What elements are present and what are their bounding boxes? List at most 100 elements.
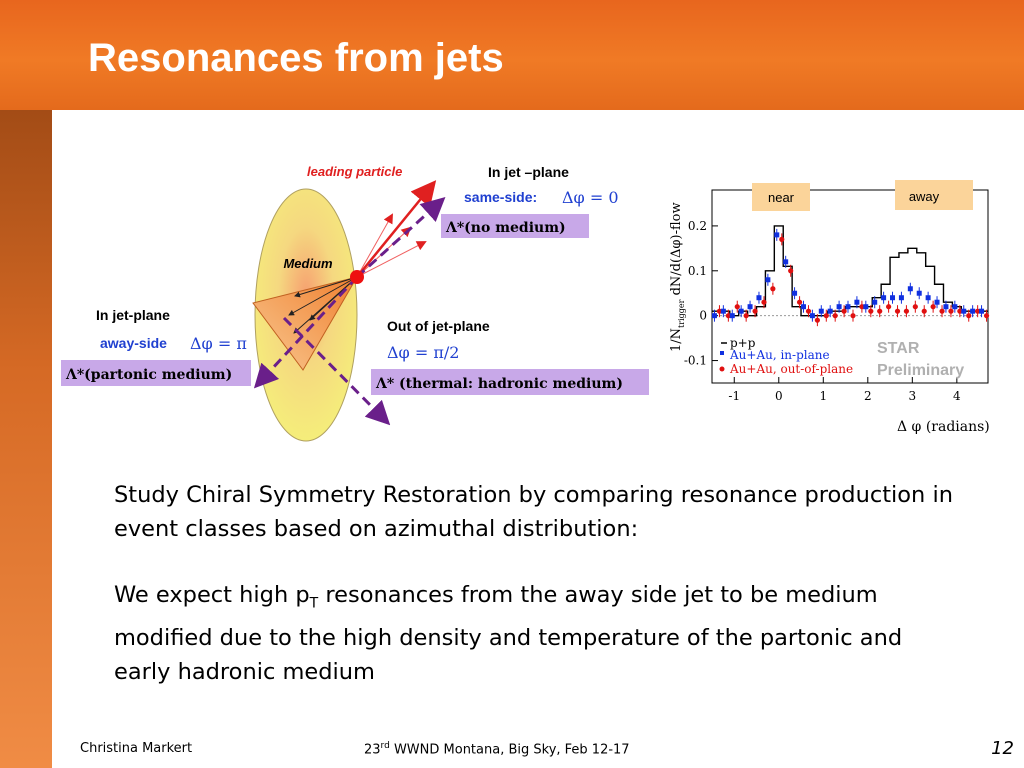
- lambda-thermal-label: Λ* (thermal: hadronic medium): [375, 376, 623, 392]
- paragraph-away-side-suffix: resonances from the away side jet to be …: [114, 582, 903, 685]
- legend: p+p Au+Au, in-plane Au+Au, out-of-plane: [719, 336, 853, 376]
- star-label: STAR: [877, 340, 920, 357]
- in-plane-point: [729, 313, 735, 319]
- in-plane-point: [774, 232, 780, 238]
- x-tick-label: 4: [953, 389, 961, 403]
- lambda-no-medium-label: Λ*(no medium): [445, 220, 566, 236]
- in-plane-point: [961, 308, 967, 314]
- medium-label: Medium: [283, 256, 333, 271]
- dphi-pi-label: Δφ = π: [190, 334, 247, 353]
- dphi-zero-label: Δφ = 0: [562, 188, 619, 207]
- data-markers: [711, 228, 990, 327]
- x-tick-label: 0: [775, 389, 783, 403]
- lambda-partonic-box: [61, 360, 251, 386]
- dphi-pi2-label: Δφ = π/2: [387, 343, 459, 362]
- in-plane-point: [720, 308, 726, 314]
- out-plane-point: [948, 308, 954, 314]
- out-plane-point: [770, 286, 776, 292]
- left-sidebar-bar: [0, 110, 52, 768]
- out-plane-point: [805, 308, 812, 314]
- out-plane-point: [779, 236, 785, 242]
- in-plane-point: [738, 308, 744, 314]
- in-plane-point: [792, 290, 798, 296]
- out-plane-point: [752, 308, 758, 314]
- x-tick-label: 2: [864, 389, 872, 403]
- in-plane-point: [863, 304, 869, 310]
- paragraph-chiral-symmetry: Study Chiral Symmetry Restoration by com…: [114, 482, 953, 542]
- slide-title: Resonances from jets: [88, 36, 504, 80]
- out-plane-point: [957, 308, 963, 314]
- y-axis-label-main: 1/N: [669, 328, 684, 352]
- in-plane-point: [943, 304, 949, 310]
- x-tick-label: -1: [728, 389, 740, 403]
- out-plane-point: [983, 313, 990, 319]
- in-plane-point: [783, 259, 789, 265]
- in-plane-point: [979, 308, 985, 314]
- lambda-partonic-label: Λ*(partonic medium): [65, 367, 232, 383]
- same-side-label: same-side:: [464, 189, 537, 205]
- out-plane-point: [868, 308, 874, 314]
- out-plane-point: [850, 313, 856, 319]
- legend-pp-label: p+p: [730, 336, 756, 350]
- y-tick-label: -0.1: [684, 354, 707, 368]
- out-plane-point: [725, 313, 731, 319]
- in-plane-point: [898, 295, 904, 301]
- out-plane-point: [743, 313, 749, 319]
- in-plane-point: [711, 313, 717, 319]
- paragraph-away-side-prefix: We expect high p: [114, 582, 310, 608]
- out-plane-point: [966, 313, 972, 319]
- paragraph-away-side: We expect high pT resonances from the aw…: [114, 578, 954, 689]
- out-plane-point: [859, 304, 865, 310]
- out-plane-point: [823, 313, 829, 319]
- legend-in-plane-label: Au+Au, in-plane: [729, 348, 830, 362]
- out-of-plane-dashed-arrow: [282, 316, 391, 426]
- plot-frame: [711, 189, 989, 384]
- x-tick-label: 1: [819, 389, 827, 403]
- footer-conference-suffix: WWND Montana, Big Sky, Feb 12-17: [389, 742, 630, 758]
- in-plane-point: [818, 308, 824, 314]
- out-plane-point: [761, 299, 767, 305]
- in-plane-point: [881, 295, 887, 301]
- legend-in-plane-marker: [720, 351, 724, 355]
- y-axis-label-suffix: dN/d(Δφ)-flow: [669, 202, 684, 299]
- in-jet-plane-top-label: In jet –plane: [488, 164, 569, 180]
- y-axis-label-sub: trigger: [677, 299, 686, 328]
- in-plane-point: [916, 290, 922, 296]
- out-plane-point: [886, 304, 892, 310]
- in-plane-point: [872, 299, 878, 305]
- out-plane-point: [877, 308, 883, 314]
- in-plane-point: [765, 277, 771, 283]
- out-plane-point: [814, 317, 820, 323]
- lambda-no-medium-box: [441, 214, 589, 238]
- in-jet-plane-left-label: In jet-plane: [96, 307, 170, 323]
- out-plane-point: [975, 308, 981, 314]
- out-plane-point: [734, 304, 740, 310]
- x-axis-label: Δ φ (radians): [897, 419, 990, 435]
- same-side-dashed-arrow: [355, 196, 446, 279]
- footer-author: Christina Markert: [80, 741, 193, 756]
- in-plane-point: [952, 304, 958, 310]
- away-side-label: away-side: [100, 335, 167, 351]
- in-plane-point: [756, 295, 762, 301]
- in-plane-point: [809, 313, 815, 319]
- legend-out-plane-label: Au+Au, out-of-plane: [729, 362, 853, 376]
- footer-conference-sup: rd: [380, 741, 390, 751]
- header-bar: [0, 0, 1024, 110]
- leading-particle-label: leading particle: [307, 164, 402, 179]
- out-plane-point: [832, 313, 838, 319]
- y-tick-label: 0.1: [688, 264, 707, 278]
- axis-ticks: -1 0 1 2 3 4 -0.1 0 0.1 0.2: [684, 219, 961, 403]
- preliminary-label: Preliminary: [877, 362, 964, 379]
- correlation-plot: -1 0 1 2 3 4 -0.1 0 0.1 0.2 near away STAR Prelim…: [669, 180, 990, 435]
- near-label: near: [768, 190, 795, 205]
- y-tick-label: 0: [699, 309, 707, 323]
- out-plane-point: [930, 304, 936, 310]
- in-plane-point: [925, 295, 931, 301]
- away-side-dashed-arrow: [253, 275, 359, 389]
- out-plane-point: [903, 308, 910, 314]
- out-plane-point: [939, 308, 945, 314]
- out-plane-point: [841, 308, 847, 314]
- in-plane-point: [800, 304, 806, 310]
- in-plane-point: [845, 304, 851, 310]
- footer-conference: 23rd WWND Montana, Big Sky, Feb 12-17: [364, 741, 630, 757]
